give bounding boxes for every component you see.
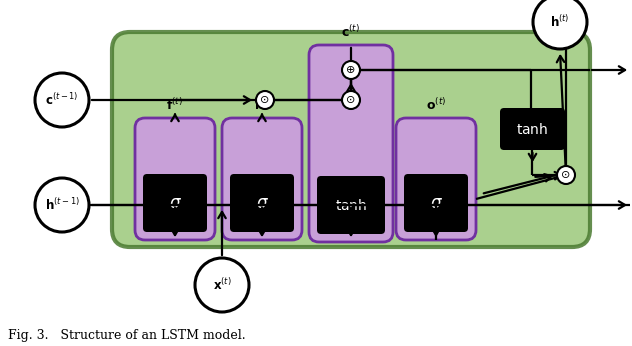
Text: $\sigma$: $\sigma$: [169, 194, 181, 212]
FancyBboxPatch shape: [317, 176, 385, 234]
Text: ⊕: ⊕: [346, 65, 356, 75]
Text: $\mathbf{h}^{(t)}$: $\mathbf{h}^{(t)}$: [550, 14, 569, 30]
Text: $\mathbf{c}^{(t-1)}$: $\mathbf{c}^{(t-1)}$: [46, 92, 79, 108]
Circle shape: [195, 258, 249, 312]
FancyBboxPatch shape: [230, 174, 294, 232]
Text: Fig. 3.   Structure of an LSTM model.: Fig. 3. Structure of an LSTM model.: [8, 329, 246, 343]
FancyBboxPatch shape: [396, 118, 476, 240]
Text: $\mathbf{i}^{(t)}$: $\mathbf{i}^{(t)}$: [254, 97, 270, 113]
Text: $\sigma$: $\sigma$: [430, 194, 442, 212]
FancyBboxPatch shape: [112, 32, 590, 247]
Circle shape: [342, 91, 360, 109]
FancyBboxPatch shape: [222, 118, 302, 240]
Text: $\mathbf{f}^{(t)}$: $\mathbf{f}^{(t)}$: [166, 97, 183, 113]
FancyBboxPatch shape: [135, 118, 215, 240]
Text: $\sigma$: $\sigma$: [255, 194, 269, 212]
Circle shape: [35, 73, 89, 127]
Circle shape: [533, 0, 587, 49]
Text: $\mathbf{x}^{(t)}$: $\mathbf{x}^{(t)}$: [212, 277, 231, 293]
Circle shape: [256, 91, 274, 109]
Text: $\mathrm{tanh}$: $\mathrm{tanh}$: [335, 198, 367, 212]
Text: ⊙: ⊙: [561, 170, 571, 180]
Text: $\mathbf{c}^{(t)}$: $\mathbf{c}^{(t)}$: [341, 24, 360, 40]
Text: $\mathbf{o}^{(t)}$: $\mathbf{o}^{(t)}$: [426, 97, 446, 113]
Circle shape: [35, 178, 89, 232]
Circle shape: [557, 166, 575, 184]
Text: ⊙: ⊙: [260, 95, 270, 105]
FancyBboxPatch shape: [143, 174, 207, 232]
Text: $\mathrm{tanh}$: $\mathrm{tanh}$: [516, 121, 549, 137]
Circle shape: [342, 61, 360, 79]
Text: $\mathbf{h}^{(t-1)}$: $\mathbf{h}^{(t-1)}$: [45, 197, 80, 213]
FancyBboxPatch shape: [404, 174, 468, 232]
FancyBboxPatch shape: [309, 45, 393, 242]
Text: ⊙: ⊙: [346, 95, 356, 105]
FancyBboxPatch shape: [500, 108, 565, 150]
